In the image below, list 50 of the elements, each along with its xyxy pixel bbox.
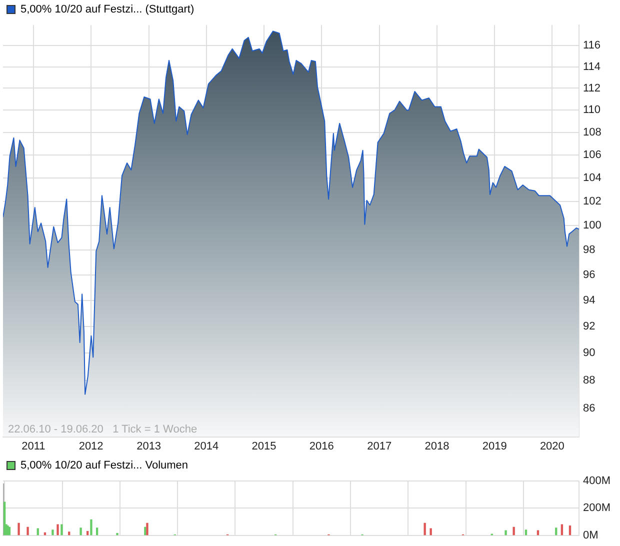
x-tick-label: 2016 (309, 440, 334, 452)
legend-label: 5,00% 10/20 auf Festzi... (Stuttgart) (20, 4, 194, 16)
bar (524, 530, 528, 536)
y-tick-label: 200M (583, 502, 611, 514)
bar (80, 528, 82, 536)
bar (504, 530, 507, 536)
y-tick-label: 110 (583, 104, 601, 116)
bar (560, 524, 564, 536)
bar (555, 528, 558, 536)
x-tick-label: 2012 (78, 440, 104, 452)
y-tick-label: 100 (583, 220, 602, 232)
y-tick-label: 108 (583, 126, 602, 138)
x-tick-label: 2020 (540, 440, 564, 452)
bar (430, 528, 432, 536)
bar (146, 522, 148, 536)
y-tick-label: 114 (583, 60, 601, 73)
bar (424, 522, 426, 536)
x-tick-label: 2019 (482, 440, 507, 452)
bar (56, 524, 59, 536)
x-tick-label: 2014 (194, 440, 219, 452)
y-tick-label: 106 (583, 148, 602, 161)
y-tick-label: 88 (583, 374, 596, 386)
bar (568, 526, 572, 536)
x-tick-label: 2015 (252, 440, 276, 452)
y-tick-label: 400M (583, 475, 611, 488)
annotation: 22.06.10 - 19.06.20 1 Tick = 1 Woche (8, 423, 198, 436)
bar (96, 528, 98, 536)
y-tick-label: 90 (583, 347, 596, 360)
x-tick-label: 2011 (22, 440, 46, 452)
y-tick-label: 86 (583, 402, 596, 414)
y-tick-label: 94 (583, 294, 596, 307)
y-tick-label: 112 (583, 82, 601, 94)
bar (68, 532, 70, 536)
y-tick-label: 0M (583, 529, 598, 542)
y-tick-label: 96 (583, 269, 596, 282)
bar (512, 526, 515, 536)
y-tick-label: 98 (583, 244, 596, 256)
bar (90, 519, 92, 536)
bar (18, 522, 20, 536)
y-tick-label: 104 (583, 172, 602, 184)
bar (52, 530, 54, 536)
y-tick-label: 116 (583, 40, 601, 52)
x-tick-label: 2017 (367, 440, 392, 452)
bar (26, 526, 29, 536)
x-tick-label: 2013 (136, 440, 162, 452)
x-tick-label: 2018 (424, 440, 450, 452)
y-tick-label: 92 (583, 320, 596, 333)
legend-label: 5,00% 10/20 auf Festzi... Volumen (20, 460, 188, 472)
bar (60, 524, 63, 536)
y-tick-label: 102 (583, 196, 602, 208)
